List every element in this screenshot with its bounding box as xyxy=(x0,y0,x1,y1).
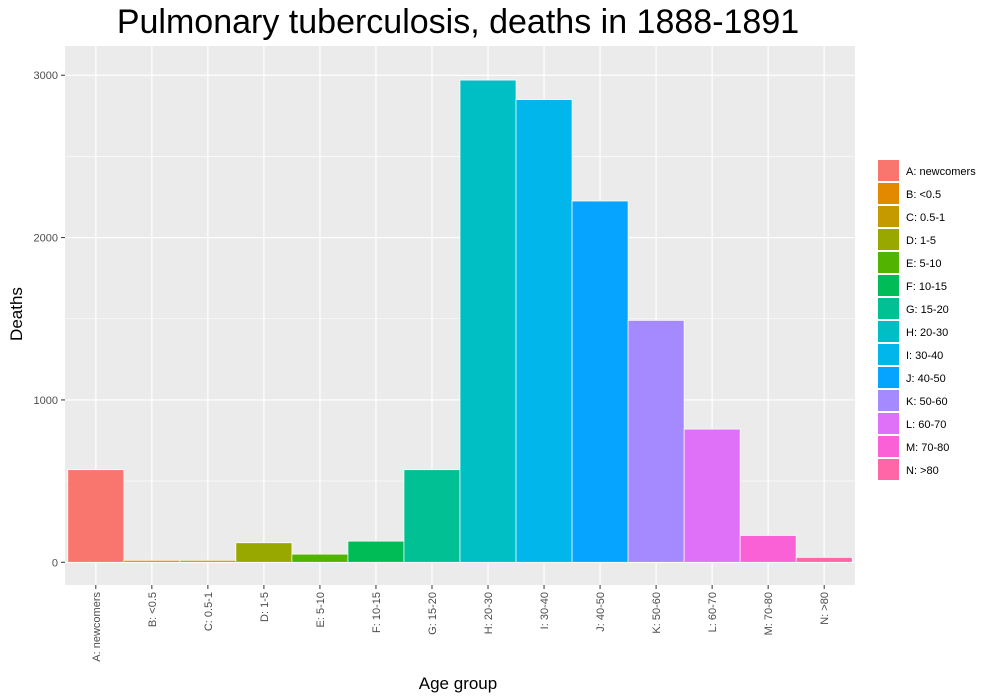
bar xyxy=(795,557,853,563)
legend-swatch xyxy=(878,252,899,273)
legend-label: L: 60-70 xyxy=(906,419,946,431)
y-tick-label: 2000 xyxy=(34,233,58,245)
bar xyxy=(291,553,349,563)
legend-swatch xyxy=(878,367,899,388)
legend-label: H: 20-30 xyxy=(906,327,948,339)
x-tick-label: I: 30-40 xyxy=(539,592,551,629)
legend-swatch xyxy=(878,206,899,227)
bars xyxy=(67,79,853,563)
bar xyxy=(67,469,125,563)
legend-swatch xyxy=(878,459,899,480)
legend-swatch xyxy=(878,344,899,365)
legend-label: I: 30-40 xyxy=(906,350,943,362)
y-axis-title: Deaths xyxy=(7,287,26,341)
y-tick-label: 0 xyxy=(52,557,58,569)
legend-swatch xyxy=(878,160,899,181)
bar xyxy=(683,428,741,563)
x-tick-label: M: 70-80 xyxy=(763,592,775,635)
legend-swatch xyxy=(878,390,899,411)
legend-label: F: 10-15 xyxy=(906,281,947,293)
x-tick-label: K: 50-60 xyxy=(651,592,663,634)
x-tick-label: J: 40-50 xyxy=(595,592,607,632)
x-tick-label: D: 1-5 xyxy=(259,592,271,622)
bar xyxy=(123,559,181,563)
x-tick-label: G: 15-20 xyxy=(427,592,439,635)
x-axis: A: newcomers B: <0.5 C: 0.5-1 D: 1-5 E: 5-10… xyxy=(91,585,831,662)
bar xyxy=(627,320,685,563)
x-tick-label: C: 0.5-1 xyxy=(203,592,215,631)
legend-swatch xyxy=(878,275,899,296)
x-tick-label: B: <0.5 xyxy=(147,592,159,627)
legend-label: E: 5-10 xyxy=(906,258,941,270)
legend-swatch xyxy=(878,229,899,250)
y-tick-label: 1000 xyxy=(34,395,58,407)
y-axis: 0 1000 2000 3000 xyxy=(34,70,65,569)
legend-label: B: <0.5 xyxy=(906,189,941,201)
bar xyxy=(739,535,797,563)
x-tick-label: A: newcomers xyxy=(91,592,103,662)
chart-title: Pulmonary tuberculosis, deaths in 1888-1… xyxy=(117,3,799,41)
bar xyxy=(179,559,237,563)
x-tick-label: H: 20-30 xyxy=(483,592,495,634)
legend: A: newcomers B: <0.5 C: 0.5-1 D: 1-5 E: 5-10… xyxy=(878,160,976,480)
legend-label: J: 40-50 xyxy=(906,373,946,385)
legend-swatch xyxy=(878,436,899,457)
bar xyxy=(515,99,573,563)
legend-label: A: newcomers xyxy=(906,166,976,178)
bar xyxy=(347,540,405,563)
y-tick-label: 3000 xyxy=(34,70,58,82)
legend-swatch xyxy=(878,298,899,319)
legend-swatch xyxy=(878,321,899,342)
x-axis-title: Age group xyxy=(419,674,497,693)
x-tick-label: L: 60-70 xyxy=(707,592,719,632)
bar xyxy=(235,542,293,563)
bar xyxy=(403,469,461,563)
legend-swatch xyxy=(878,413,899,434)
legend-label: D: 1-5 xyxy=(906,235,936,247)
legend-label: N: >80 xyxy=(906,465,939,477)
legend-swatch xyxy=(878,183,899,204)
legend-label: K: 50-60 xyxy=(906,396,948,408)
bar xyxy=(459,79,517,563)
x-tick-label: E: 5-10 xyxy=(315,592,327,627)
legend-label: C: 0.5-1 xyxy=(906,212,945,224)
bar xyxy=(571,200,629,563)
x-tick-label: F: 10-15 xyxy=(371,592,383,633)
legend-label: M: 70-80 xyxy=(906,442,949,454)
x-tick-label: N: >80 xyxy=(819,592,831,625)
legend-label: G: 15-20 xyxy=(906,304,949,316)
